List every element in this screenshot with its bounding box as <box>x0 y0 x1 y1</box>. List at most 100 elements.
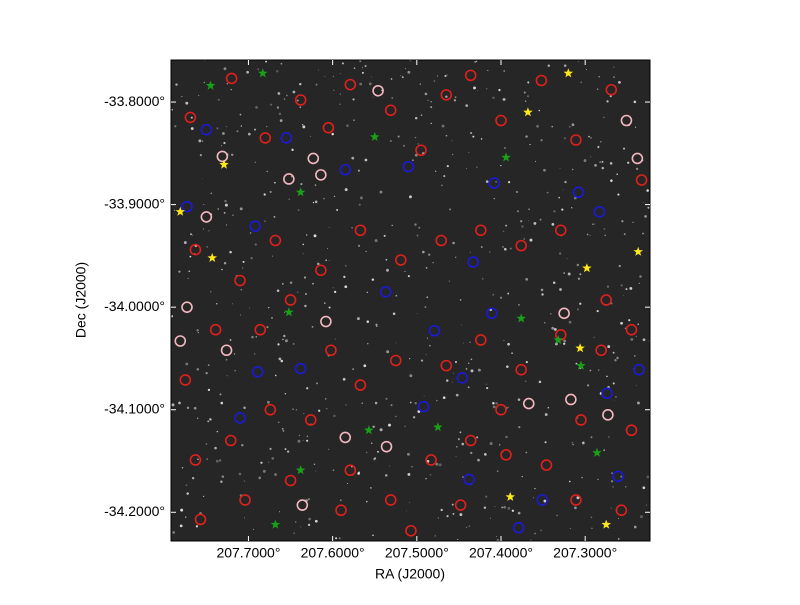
field-star <box>562 189 564 191</box>
field-star <box>524 380 527 383</box>
field-star <box>469 251 471 253</box>
circle-marker <box>189 243 202 256</box>
field-star <box>312 201 315 204</box>
field-star <box>296 291 299 293</box>
field-star <box>268 461 270 463</box>
field-star <box>469 131 473 135</box>
field-star <box>614 359 617 362</box>
field-star <box>492 96 495 99</box>
field-star <box>273 216 276 218</box>
field-star <box>347 483 349 485</box>
field-star <box>448 280 450 282</box>
field-star <box>521 225 524 228</box>
star-marker <box>370 131 380 141</box>
field-star <box>307 523 311 527</box>
field-star <box>567 272 571 276</box>
field-star <box>538 109 541 112</box>
circle-marker <box>315 169 327 181</box>
field-star <box>277 343 280 346</box>
field-star <box>612 486 614 488</box>
field-star <box>223 67 227 71</box>
field-star <box>409 374 413 378</box>
x-tick-label: 207.6000° <box>301 545 365 561</box>
field-star <box>407 452 410 456</box>
circle-marker <box>602 409 614 421</box>
field-star <box>314 184 317 186</box>
field-star <box>507 506 511 510</box>
field-star <box>520 220 523 223</box>
circle-marker <box>488 177 501 189</box>
field-star <box>277 92 281 95</box>
field-star <box>414 402 417 405</box>
field-star <box>606 100 609 103</box>
field-star <box>546 191 549 194</box>
circle-marker <box>515 363 528 376</box>
field-star <box>371 278 375 281</box>
field-star <box>492 405 496 409</box>
field-star <box>195 525 199 528</box>
field-star <box>453 99 457 102</box>
circle-marker <box>495 114 507 127</box>
field-star <box>455 456 457 458</box>
field-star <box>274 181 276 184</box>
field-star <box>486 387 489 390</box>
field-star <box>327 448 330 451</box>
field-star <box>403 145 405 147</box>
field-star <box>593 336 595 339</box>
field-star <box>333 195 336 198</box>
field-star <box>224 203 228 207</box>
field-star <box>599 392 602 395</box>
field-star <box>390 78 393 80</box>
field-star <box>172 531 175 534</box>
field-star <box>217 208 220 210</box>
star-marker <box>175 206 185 216</box>
field-star <box>276 70 279 73</box>
circle-marker <box>615 504 628 517</box>
field-star <box>428 253 431 256</box>
field-star <box>504 147 506 149</box>
field-star <box>637 323 640 326</box>
field-star <box>457 538 459 540</box>
field-star <box>289 281 293 284</box>
field-star <box>616 356 619 360</box>
field-star <box>551 326 555 330</box>
field-star <box>642 338 646 342</box>
field-star <box>466 526 468 528</box>
circle-marker <box>354 379 367 391</box>
field-star <box>461 324 463 326</box>
field-star <box>480 138 483 140</box>
field-star <box>385 258 388 261</box>
field-star <box>313 234 317 238</box>
star-marker <box>295 465 306 475</box>
field-star <box>535 160 537 162</box>
field-star <box>416 234 419 237</box>
field-star <box>540 288 544 292</box>
field-star <box>407 275 410 278</box>
circle-marker <box>259 132 272 144</box>
field-star <box>436 399 438 402</box>
field-star <box>297 439 301 443</box>
field-star <box>344 264 347 267</box>
field-star <box>278 112 282 116</box>
field-star <box>351 156 355 160</box>
field-star <box>424 92 428 96</box>
field-star <box>221 268 223 271</box>
field-star <box>453 372 454 374</box>
field-star <box>190 233 193 236</box>
field-star <box>301 123 304 126</box>
field-star <box>361 71 364 74</box>
field-star <box>477 458 480 462</box>
field-star <box>635 335 637 337</box>
star-marker <box>501 152 511 162</box>
field-star <box>207 364 210 366</box>
circle-marker <box>402 160 415 173</box>
field-star <box>549 312 552 315</box>
field-star <box>395 415 397 418</box>
field-star <box>477 90 478 92</box>
field-star <box>298 434 301 437</box>
circle-marker <box>325 344 337 357</box>
field-star <box>617 538 620 540</box>
field-star <box>613 76 615 78</box>
circle-marker <box>495 403 507 416</box>
circle-marker <box>307 152 320 165</box>
